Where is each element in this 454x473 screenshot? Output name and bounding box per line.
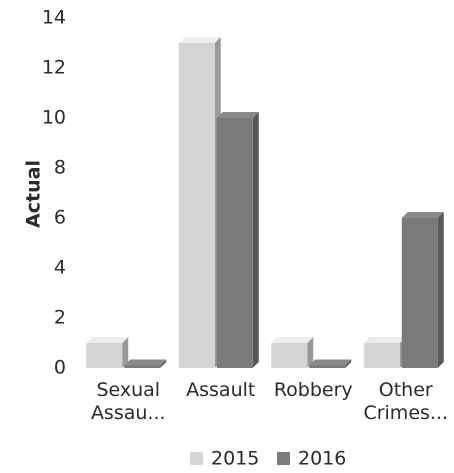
bar-side — [122, 337, 129, 368]
bar-front — [363, 343, 400, 368]
bar-2015 — [178, 37, 221, 368]
bar-front — [178, 43, 215, 368]
legend-swatch-2016 — [277, 452, 290, 465]
y-axis-label: Actual — [23, 160, 45, 228]
x-tick-label: Other Crimes... — [363, 379, 448, 424]
x-tick-label-line: Assau... — [91, 402, 166, 424]
legend-label: 2016 — [298, 448, 346, 470]
x-tick-label: Sexual Assau... — [91, 379, 166, 424]
bar-top — [309, 359, 352, 366]
bar-2015 — [363, 337, 406, 368]
y-axis-ticks: 0 2 4 6 8 10 12 14 — [42, 7, 66, 379]
bar-front — [271, 343, 308, 368]
x-tick-label-line: Assault — [186, 379, 255, 401]
bar-side — [160, 359, 167, 368]
y-tick-label: 8 — [54, 157, 66, 179]
x-tick-label-line: Robbery — [274, 379, 353, 401]
bar-top — [86, 337, 129, 343]
bar-front — [86, 343, 123, 368]
legend: 2015 2016 — [190, 448, 346, 470]
bar-side — [307, 337, 314, 368]
bar-front — [401, 218, 438, 368]
bar-2016 — [124, 359, 167, 368]
x-tick-label: Robbery — [274, 379, 353, 401]
y-tick-label: 6 — [54, 207, 66, 229]
bar-front — [309, 365, 346, 368]
bar-top — [178, 37, 221, 43]
x-tick-label: Assault — [186, 379, 255, 401]
bar-2015 — [86, 337, 129, 368]
bar-2016 — [216, 112, 259, 368]
bar-top — [124, 359, 167, 366]
bar-side — [345, 359, 352, 368]
bar-front — [124, 365, 161, 368]
bar-side — [437, 212, 444, 368]
bar-top — [216, 112, 259, 118]
legend-swatch-2015 — [190, 452, 203, 465]
y-tick-label: 12 — [42, 57, 66, 79]
y-tick-label: 2 — [54, 307, 66, 329]
bar-top — [271, 337, 314, 343]
bars — [86, 37, 444, 368]
x-tick-label-line: Other — [379, 379, 433, 401]
y-tick-label: 10 — [42, 107, 66, 129]
bar-side — [252, 112, 259, 368]
bar-2016 — [401, 212, 444, 368]
y-tick-label: 14 — [42, 7, 66, 29]
bar-front — [216, 118, 253, 368]
bar-top — [363, 337, 406, 343]
x-axis-labels: Sexual Assau... Assault Robbery Other Crimes.… — [91, 379, 448, 424]
bar-top — [401, 212, 444, 218]
bar-2015 — [271, 337, 314, 368]
legend-label: 2015 — [211, 448, 259, 470]
y-tick-label: 4 — [54, 257, 66, 279]
x-tick-label-line: Crimes... — [363, 402, 448, 424]
bar-2016 — [309, 359, 352, 368]
y-tick-label: 0 — [54, 357, 66, 379]
x-tick-label-line: Sexual — [96, 379, 160, 401]
